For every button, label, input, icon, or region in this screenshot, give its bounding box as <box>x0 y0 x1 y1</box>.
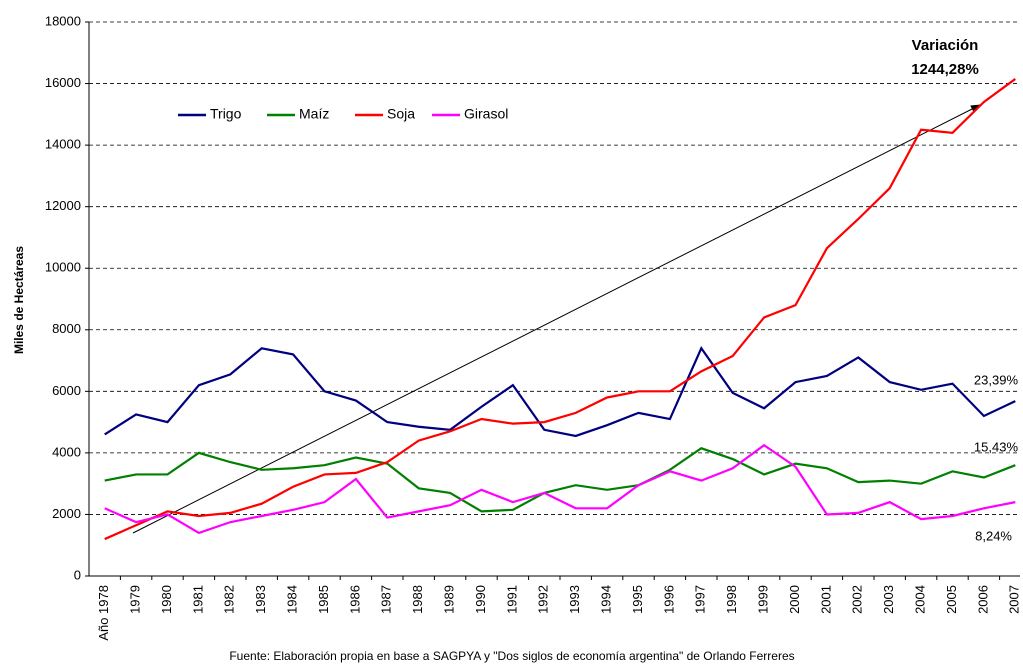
annotation: Variación <box>912 37 979 54</box>
annotation: 23,39% <box>974 372 1019 387</box>
x-tick-label: 1993 <box>567 585 582 614</box>
y-tick-label: 2000 <box>52 506 81 521</box>
x-tick-label: 2007 <box>1007 585 1022 614</box>
y-tick-label: 6000 <box>52 383 81 398</box>
x-tick-label: 1998 <box>724 585 739 614</box>
annotation: 1244,28% <box>911 61 979 78</box>
series-line <box>104 443 1016 535</box>
trend-arrow <box>132 104 981 534</box>
x-tick-label: 2003 <box>881 585 896 614</box>
x-tick-label: 1986 <box>347 585 362 614</box>
y-tick-label: 18000 <box>45 13 81 28</box>
x-tick-label: 1994 <box>599 585 614 614</box>
x-tick-label: 2004 <box>913 585 928 614</box>
y-tick-label: 8000 <box>52 321 81 336</box>
legend-label: Maíz <box>299 106 329 122</box>
x-tick-label: 1981 <box>190 585 205 614</box>
source-note: Fuente: Elaboración propia en base a SAG… <box>229 649 794 663</box>
y-tick-label: 4000 <box>52 444 81 459</box>
x-tick-label: 1987 <box>379 585 394 614</box>
x-tick-label: 2000 <box>787 585 802 614</box>
y-tick-label: 0 <box>74 567 81 582</box>
x-tick-label: 2006 <box>975 585 990 614</box>
legend-label: Trigo <box>210 106 242 122</box>
x-tick-label: 2001 <box>818 585 833 614</box>
y-tick-label: 16000 <box>45 75 81 90</box>
y-tick-label: 14000 <box>45 137 81 152</box>
legend-label: Girasol <box>464 106 508 122</box>
series-line <box>104 78 1016 541</box>
x-tick-label: 1988 <box>410 585 425 614</box>
x-tick-label: 1982 <box>222 585 237 614</box>
x-tick-label: 1979 <box>128 585 143 614</box>
x-tick-label: 1992 <box>536 585 551 614</box>
legend-label: Soja <box>387 106 415 122</box>
x-tick-label: 1984 <box>285 585 300 614</box>
y-axis-label: Miles de Hectáreas <box>12 246 26 354</box>
series-line <box>104 346 1016 438</box>
x-tick-label: 1989 <box>442 585 457 614</box>
x-tick-label: 2002 <box>850 585 865 614</box>
x-tick-label: 1991 <box>504 585 519 614</box>
y-tick-label: 12000 <box>45 198 81 213</box>
series-line <box>104 447 1016 513</box>
x-tick-label: 1995 <box>630 585 645 614</box>
annotation: 8,24% <box>975 528 1012 543</box>
y-tick-label: 10000 <box>45 260 81 275</box>
x-tick-label: 1990 <box>473 585 488 614</box>
annotation: 15,43% <box>974 439 1019 454</box>
x-tick-label: Año 1978 <box>96 585 111 641</box>
x-tick-label: 1985 <box>316 585 331 614</box>
x-tick-label: 1996 <box>661 585 676 614</box>
x-tick-label: 1980 <box>159 585 174 614</box>
x-tick-label: 1997 <box>693 585 708 614</box>
x-tick-label: 1983 <box>253 585 268 614</box>
x-tick-label: 2005 <box>944 585 959 614</box>
x-tick-label: 1999 <box>756 585 771 614</box>
